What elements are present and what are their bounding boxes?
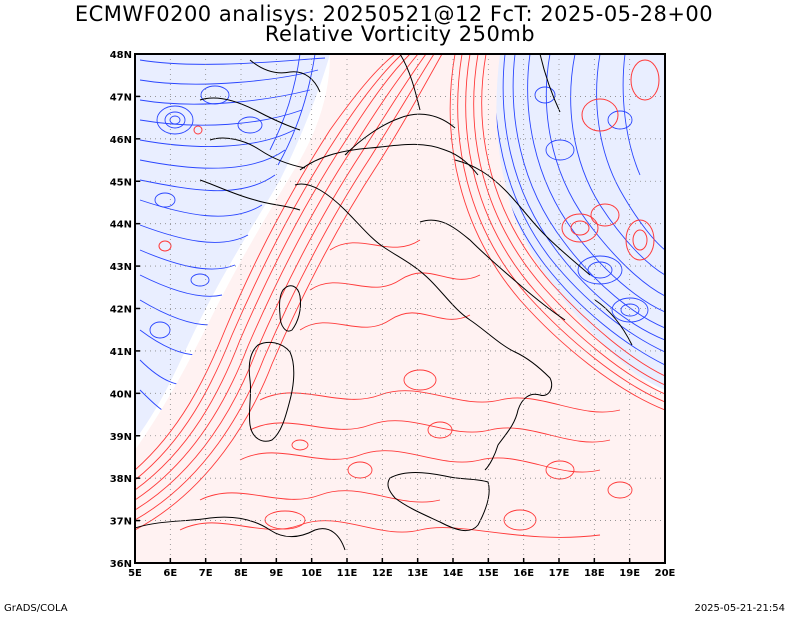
lat-tick-label: 39N [110,432,132,443]
lon-tick-label: 7E [199,568,213,579]
footer-timestamp: 2025-05-21-21:54 [694,603,785,614]
lon-tick-label: 8E [234,568,248,579]
lat-tick-label: 36N [110,559,132,570]
lat-tick-label: 38N [110,474,132,485]
lat-tick-label: 37N [110,517,132,528]
lon-tick-label: 18E [584,568,605,579]
lon-tick-label: 13E [407,568,428,579]
longitude-ticks: 5E 6E 7E 8E 9E 10E 11E 12E 13E 14E 15E 16E 17E 18E 19E… [128,558,676,579]
lon-tick-label: 15E [478,568,499,579]
lat-tick-label: 41N [110,347,132,358]
lat-tick-label: 47N [110,92,132,103]
title-line-2: Relative Vorticity 250mb [264,22,536,46]
lon-tick-label: 11E [337,568,358,579]
lon-tick-label: 10E [301,568,322,579]
footer-software-credit: GrADS/COLA [4,603,68,614]
lon-tick-label: 9E [269,568,283,579]
lat-tick-label: 43N [110,262,132,273]
lat-tick-label: 48N [110,50,132,61]
title-line-1: ECMWF0200 analisys: 20250521@12 FcT: 202… [74,2,714,26]
lon-tick-label: 17E [549,568,570,579]
lon-tick-label: 6E [163,568,177,579]
grid [135,54,665,563]
lon-tick-label: 5E [128,568,142,579]
lon-tick-label: 20E [655,568,676,579]
coastlines [135,54,633,551]
lon-tick-label: 14E [443,568,464,579]
lat-tick-label: 44N [110,220,132,231]
lon-tick-label: 19E [619,568,640,579]
latitude-ticks: 36N 37N 38N 39N 40N 41N 42N 43N 44N 45N 46N 47N 48N [110,50,140,570]
lat-tick-label: 40N [110,389,132,400]
lat-tick-label: 45N [110,177,132,188]
negative-vorticity-northwest [135,54,330,440]
lat-tick-label: 42N [110,305,132,316]
lon-tick-label: 16E [513,568,534,579]
lon-tick-label: 12E [372,568,393,579]
lat-tick-label: 46N [110,135,132,146]
positive-vorticity-east-blobs [158,59,660,261]
